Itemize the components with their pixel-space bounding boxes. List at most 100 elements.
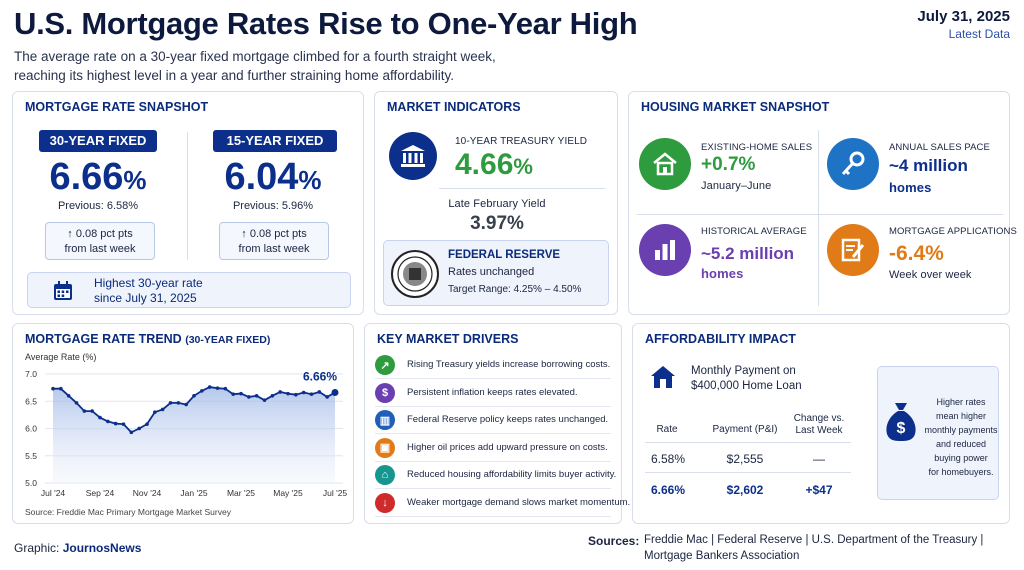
row0-payment: $2,555 [726,452,764,466]
bank-icon: ▥ [375,410,395,430]
x-tick-label: Mar '25 [227,488,255,498]
data-point [215,386,220,390]
federal-reserve-seal-icon [391,250,439,298]
data-point [247,395,251,399]
y-tick-label: 6.5 [25,396,37,406]
x-tick-label: Jul '24 [41,488,66,498]
data-point [66,394,71,398]
y-tick-label: 5.5 [25,451,37,461]
arrow-down-icon: ↓ [375,492,395,513]
federal-reserve-box: FEDERAL RESERVE Rates unchanged Target R… [383,240,609,306]
affordability-note-line: and reduced [935,439,987,449]
data-point [113,421,118,426]
affordability-note-line: monthly payments [924,425,998,435]
affordability-note-line: buying power [934,453,988,463]
data-point [317,390,322,394]
housing-item-3-value: -6.4% [889,242,944,265]
housing-item-1-icon [827,138,879,190]
housing-item-1-sub: homes [889,180,932,195]
data-point [301,390,306,395]
x-tick-label: Nov '24 [133,488,162,498]
data-point [98,415,102,420]
driver-text: Reduced housing affordability limits buy… [407,469,617,480]
data-point [207,385,212,389]
highest-rate-line1: Highest 30-year rate [94,276,203,290]
fixed15-rate: 6.04% [224,156,322,198]
highest-rate-note: Highest 30-year rate since July 31, 2025 [27,272,351,308]
data-point [51,386,55,391]
driver-item: $ Persistent inflation keeps rates elevat… [375,380,611,407]
row0-change: — [813,452,825,466]
driver-item: ⌂ Reduced housing affordability limits bu… [375,462,616,489]
housing-item-2-value: ~5.2 million [701,244,795,263]
latest-value-label: 6.66% [303,370,337,384]
trend-chart: 7.0 6.5 6.0 5.5 5.0 6.66% Jul '24 Sep '24 Nov '2… [25,369,347,498]
col-change-1: Change vs. [793,413,845,424]
data-point [200,389,204,393]
money-bag-icon: $ [886,403,916,441]
table-row-divider [645,472,851,473]
driver-text: Persistent inflation keeps rates elevate… [407,386,578,398]
dollar-icon: $ [375,382,395,403]
home-icon: ⌂ [375,465,395,485]
data-point [192,394,196,398]
graphic-label: Graphic: [14,541,60,555]
housing-item-3-sub: Week over week [889,269,972,281]
housing-item-3-icon [827,224,879,276]
svg-text:$: $ [897,420,906,437]
data-point [309,392,314,396]
data-point [82,409,87,413]
trend-title: MORTGAGE RATE TREND (30-YEAR FIXED) [25,332,271,346]
driver-text: Higher oil prices add upward pressure on… [407,441,608,453]
driver-text: Weaker mortgage demand slows market mome… [407,496,631,508]
housing-vdivider [818,130,819,306]
data-point [278,390,282,394]
housing-hdivider [637,214,1003,215]
data-point [294,392,298,397]
fed-status: Rates unchanged [448,266,535,278]
arrow-up-icon: ↑ [67,228,76,240]
y-tick-label: 6.0 [25,424,37,434]
data-point [137,426,141,431]
payment-line2: $400,000 Home Loan [691,380,802,392]
data-point [153,410,157,414]
y-tick-label: 7.0 [25,369,37,379]
col-payment: Payment (P&I) [712,424,778,435]
affordability-note-line: Higher rates [936,397,986,407]
highest-rate-line2: since July 31, 2025 [94,291,197,305]
sources-label: Sources: [588,534,640,548]
indicators-title: MARKET INDICATORS [387,100,521,114]
data-point [286,391,290,396]
data-point [176,401,181,405]
afford-title: AFFORDABILITY IMPACT [645,332,796,346]
house-icon [653,152,677,176]
data-point [254,394,259,398]
form-icon [841,238,865,262]
data-point [239,391,243,396]
data-point [270,394,275,398]
driver-item: ↓ Weaker mortgage demand slows market mom… [375,490,630,517]
data-point [331,389,339,397]
row0-rate: 6.58% [650,452,686,466]
data-point [184,402,188,407]
housing-market-panel: HOUSING MARKET SNAPSHOT EXISTING-HOME SA… [628,91,1017,315]
graphic-name: JournosNews [62,541,142,555]
data-point [160,407,165,412]
fixed30-change: ↑ 0.08 pct pts [67,228,133,240]
sources-line2: Mortgage Bankers Association [644,550,800,562]
fixed15-change-box: ↑ 0.08 pct pts from last week [219,222,329,260]
page-title: U.S. Mortgage Rates Rise to One-Year Hig… [14,6,638,41]
trend-ylabel: Average Rate (%) [25,352,97,362]
data-point [90,409,94,413]
mortgage-rate-snapshot-panel: MORTGAGE RATE SNAPSHOT 30-YEAR FIXED 6.6… [12,91,364,315]
trend-source: Source: Freddie Mac Primary Mortgage Mar… [25,507,231,517]
data-point [74,401,79,405]
housing-item-1-label: ANNUAL SALES PACE [889,142,990,153]
housing-item-2-label: HISTORICAL AVERAGE [701,226,807,237]
snapshot-title: MORTGAGE RATE SNAPSHOT [25,100,209,114]
fixed30-label: 30-YEAR FIXED [39,130,157,152]
affordability-note-line: mean higher [935,411,987,421]
page-subtitle: The average rate on a 30-year fixed mort… [14,49,496,83]
x-tick-label: Sep '24 [86,488,115,498]
bar-chart-icon [655,240,675,260]
